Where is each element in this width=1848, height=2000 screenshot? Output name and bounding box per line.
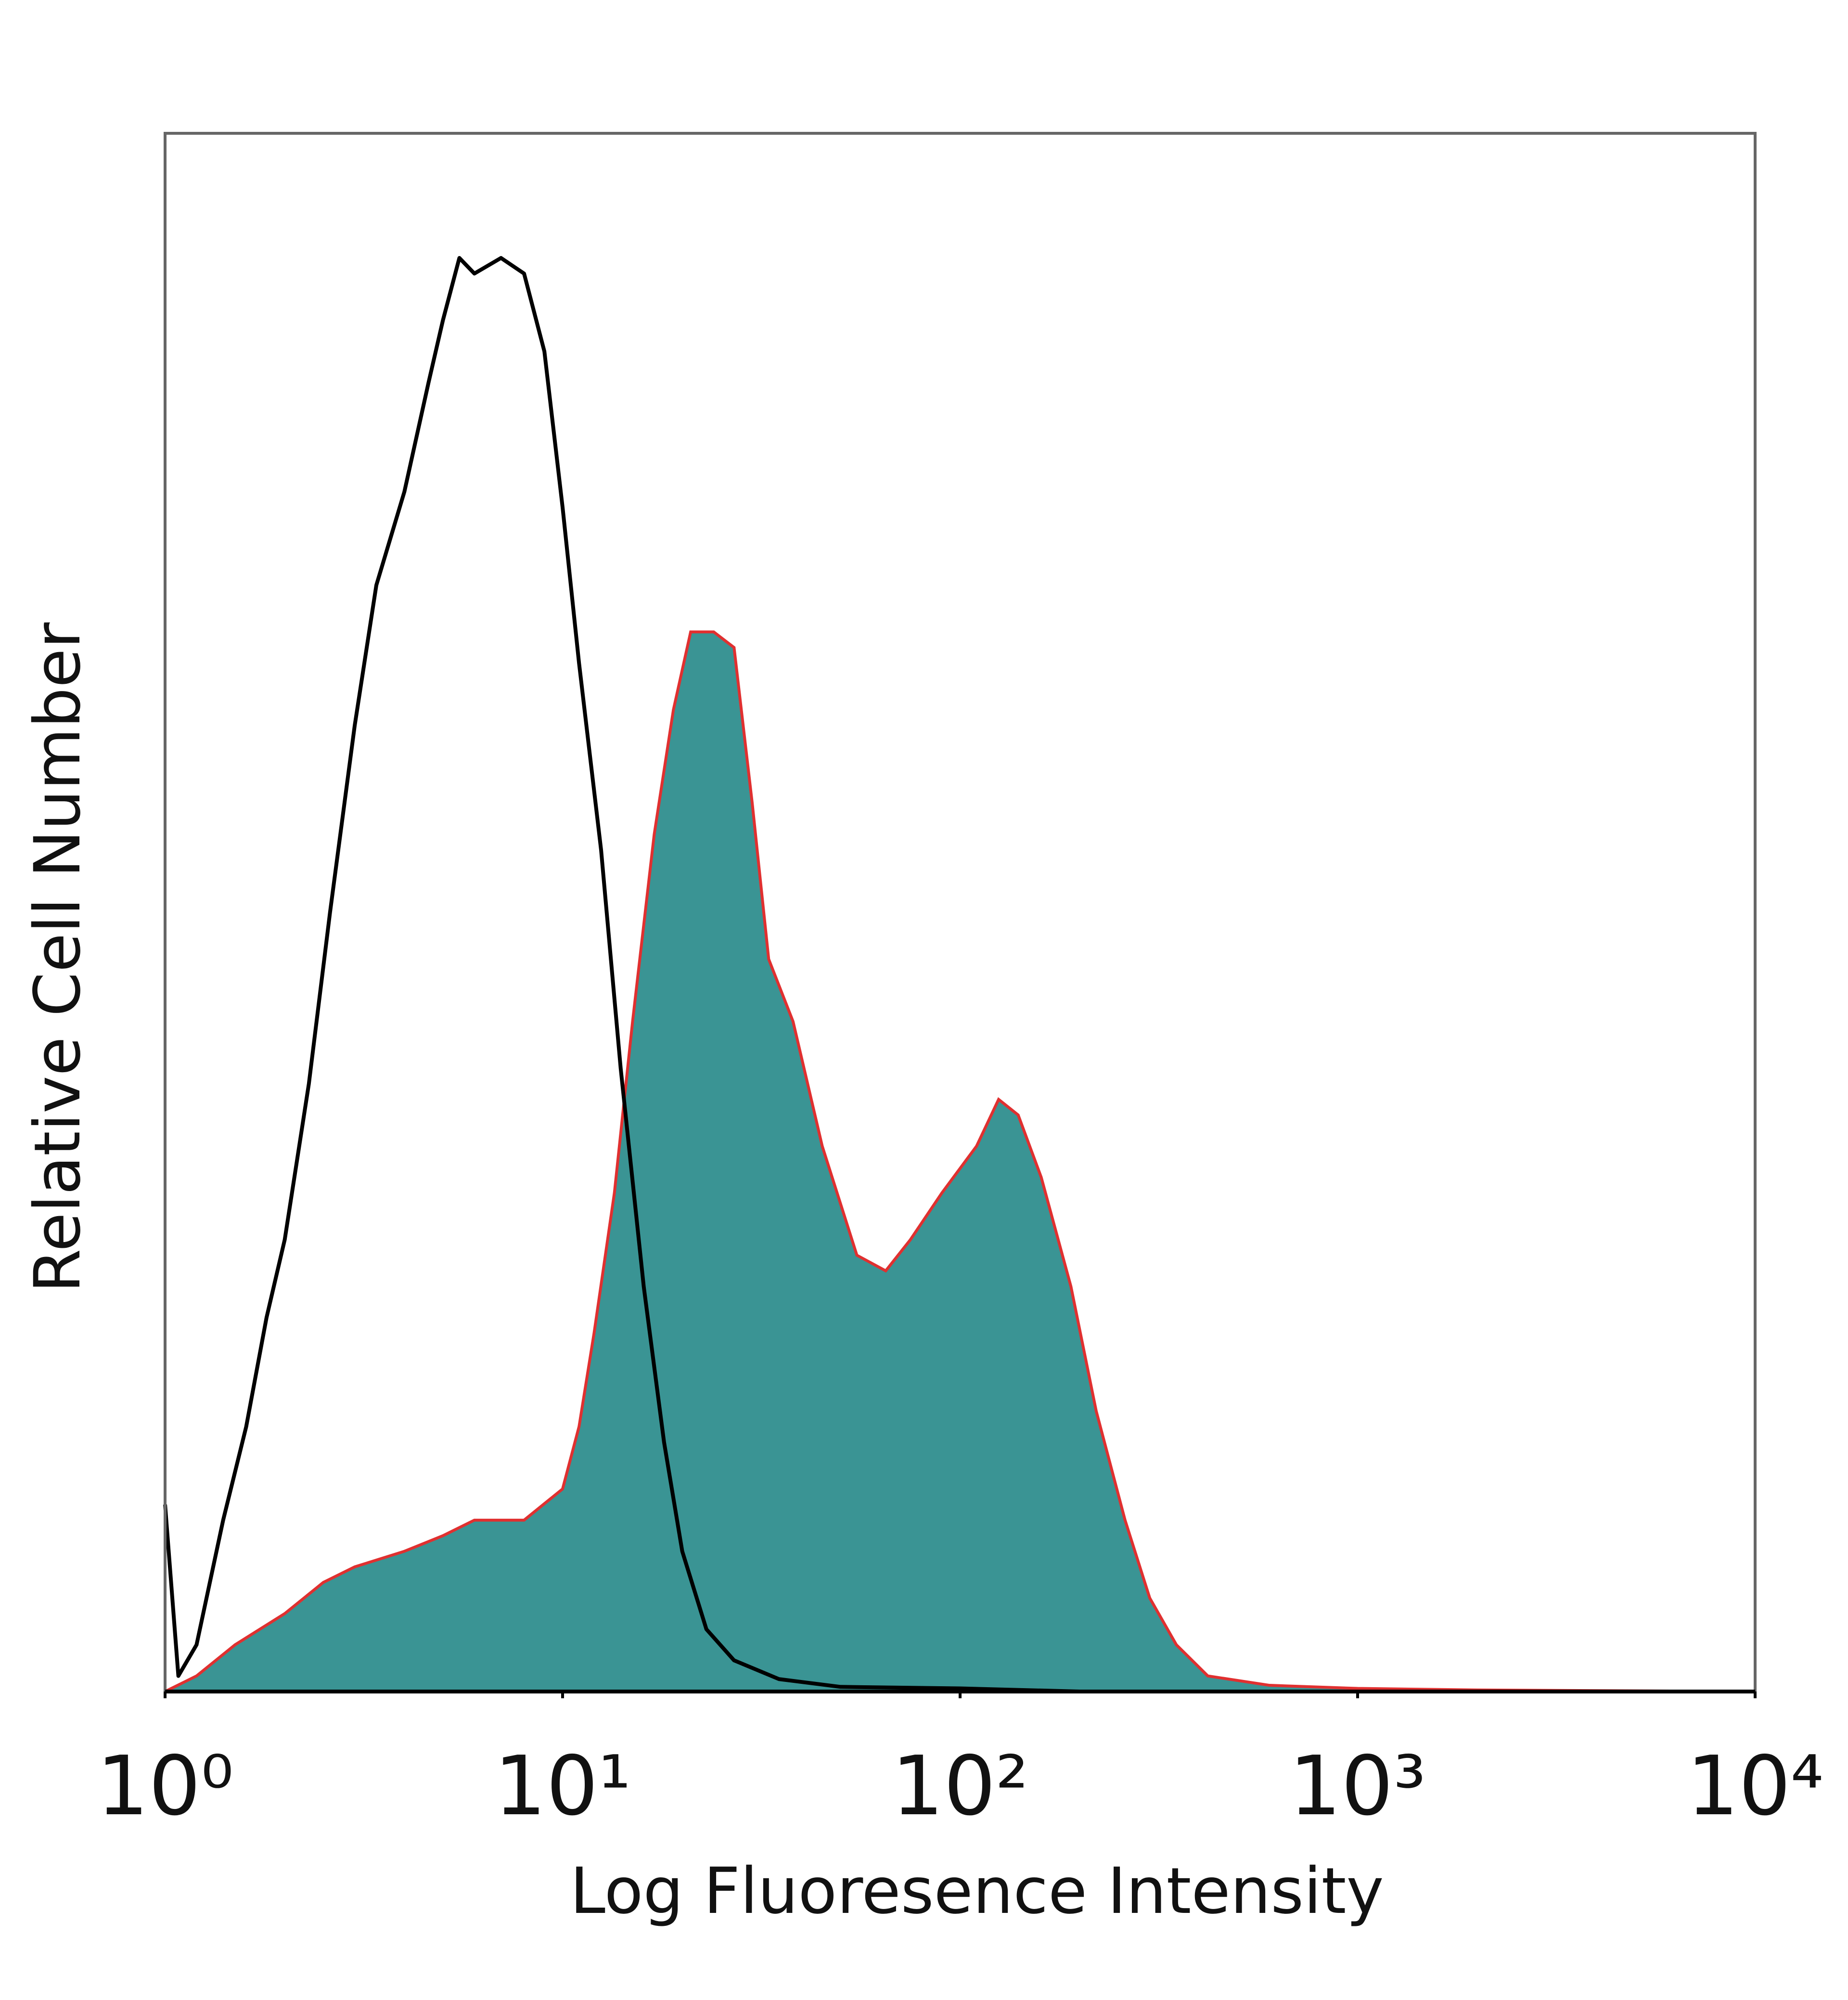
y-axis-label: Relative Cell Number xyxy=(21,622,95,1293)
x-tick-label: 10¹ xyxy=(494,1739,631,1834)
x-tick-label: 10² xyxy=(892,1739,1028,1834)
x-axis-label: Log Fluoresence Intensity xyxy=(570,1854,1384,1928)
histogram-line xyxy=(163,256,1755,1693)
x-tick-label: 10⁰ xyxy=(97,1739,233,1834)
x-tick-label: 10⁴ xyxy=(1687,1739,1823,1834)
histogram-edge xyxy=(164,630,1756,1693)
x-tick-label: 10³ xyxy=(1289,1739,1426,1834)
histogram-area xyxy=(165,632,1755,1692)
